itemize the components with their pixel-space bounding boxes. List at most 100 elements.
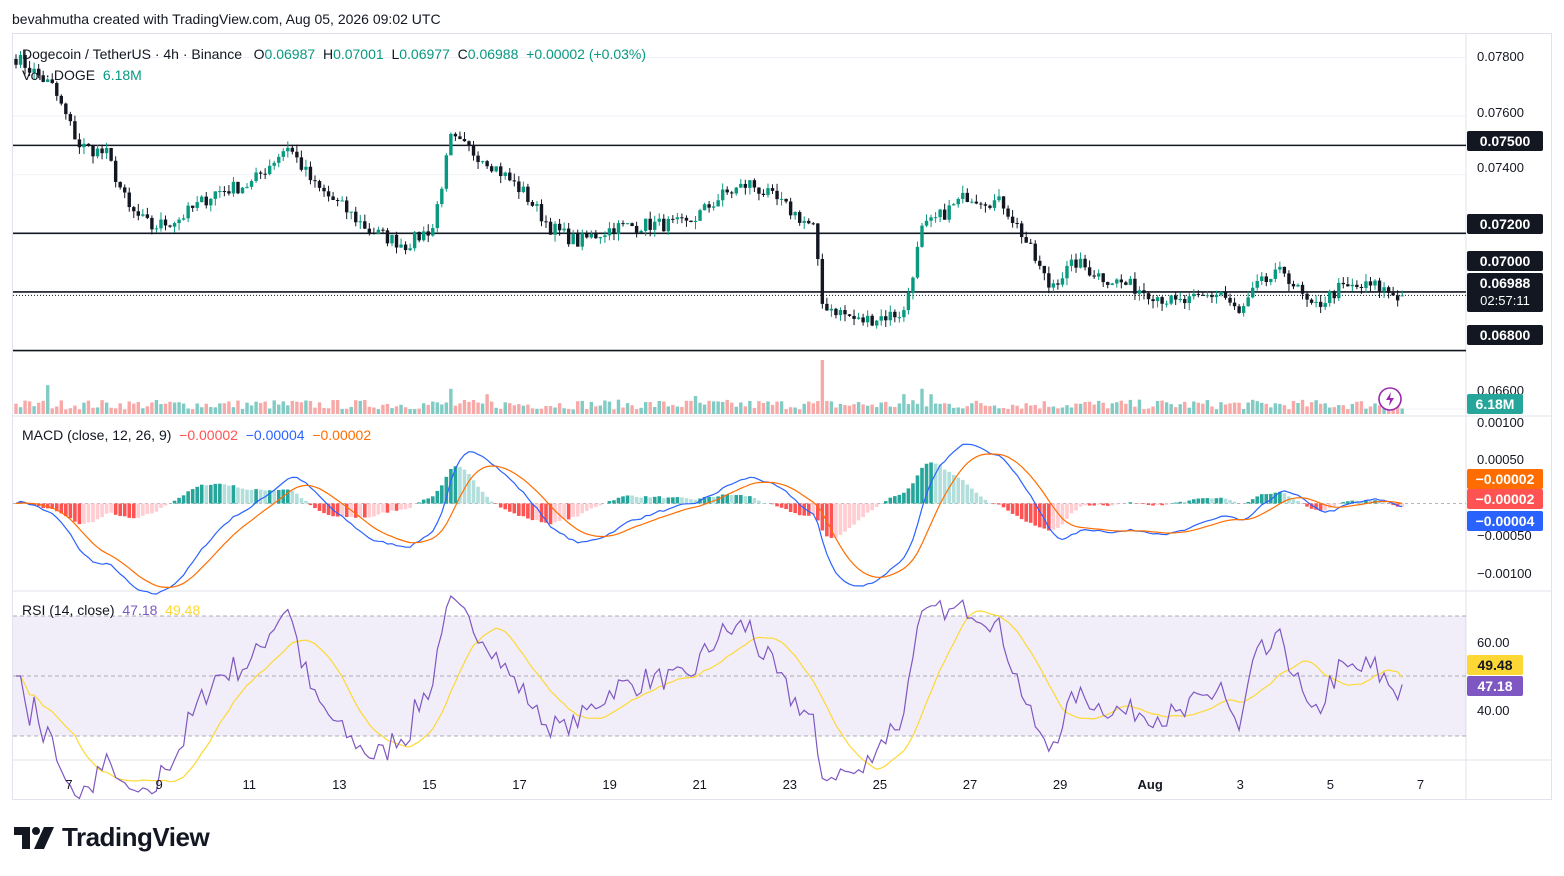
volume-bar bbox=[535, 408, 539, 414]
macd-histogram-bar bbox=[54, 503, 59, 512]
macd-histogram-bar bbox=[1196, 498, 1201, 504]
volume-bar bbox=[1264, 403, 1268, 414]
time-tick-label: 29 bbox=[1053, 777, 1067, 792]
macd-legend-label[interactable]: MACD (close, 12, 26, 9) bbox=[22, 427, 172, 443]
candle-body bbox=[385, 230, 390, 244]
candle-body bbox=[865, 315, 870, 323]
macd-histogram-bar bbox=[1323, 503, 1327, 511]
volume-bar bbox=[1287, 409, 1291, 414]
macd-histogram-bar bbox=[326, 503, 331, 515]
candle-body bbox=[788, 201, 793, 216]
symbol-label[interactable]: Dogecoin / TetherUS · 4h · Binance bbox=[22, 46, 242, 62]
candle-body bbox=[145, 214, 150, 218]
rsi-legend-label[interactable]: RSI (14, close) bbox=[22, 602, 115, 618]
macd-histogram-bar bbox=[589, 503, 594, 509]
volume-bar bbox=[875, 407, 879, 414]
macd-histogram-bar bbox=[517, 503, 521, 516]
macd-histogram-bar bbox=[634, 496, 639, 504]
candle-body bbox=[73, 121, 77, 140]
candle-body bbox=[657, 218, 661, 222]
candle-body bbox=[181, 218, 186, 220]
candle-body bbox=[272, 162, 276, 166]
volume-bar bbox=[1124, 403, 1128, 414]
candle-body bbox=[707, 204, 711, 208]
time-tick-label: 7 bbox=[1417, 777, 1424, 792]
volume-bar bbox=[349, 406, 353, 414]
candle-body bbox=[1124, 282, 1128, 285]
macd-histogram-bar bbox=[208, 484, 213, 504]
candle-body bbox=[1078, 258, 1083, 268]
macd-histogram-bar bbox=[1187, 500, 1192, 504]
candle-body bbox=[231, 181, 236, 194]
volume-bar bbox=[1291, 400, 1296, 414]
candle-body bbox=[222, 191, 227, 193]
macd-histogram-bar bbox=[888, 497, 893, 504]
volume-bar bbox=[322, 407, 326, 414]
candle-body bbox=[485, 161, 489, 167]
candle-body bbox=[258, 172, 263, 174]
volume-bar bbox=[970, 403, 974, 414]
candle-body bbox=[82, 143, 86, 148]
candle-body bbox=[1278, 266, 1282, 270]
volume-bar bbox=[449, 388, 453, 414]
volume-legend-label[interactable]: Vol · DOGE bbox=[22, 67, 96, 83]
candle-body bbox=[761, 193, 766, 196]
volume-bar bbox=[852, 404, 856, 414]
macd-histogram-bar bbox=[1164, 503, 1169, 506]
tradingview-logo[interactable]: TradingView bbox=[14, 822, 210, 853]
volume-bar bbox=[367, 406, 372, 414]
macd-histogram-bar bbox=[304, 500, 308, 504]
volume-bar bbox=[444, 402, 449, 414]
candle-body bbox=[263, 173, 267, 175]
volume-bar bbox=[775, 401, 779, 414]
macd-histogram-bar bbox=[625, 495, 630, 504]
macd-histogram-bar bbox=[906, 488, 911, 504]
time-tick-label: 7 bbox=[65, 777, 72, 792]
macd-histogram-bar bbox=[95, 503, 100, 520]
volume-bar bbox=[471, 399, 476, 414]
last-price-badge: 0.06988 02:57:11 bbox=[1467, 273, 1543, 312]
candle-body bbox=[1359, 286, 1364, 288]
candle-body bbox=[902, 310, 906, 318]
time-tick-label: 19 bbox=[602, 777, 616, 792]
candle-body bbox=[308, 166, 313, 181]
macd-histogram-bar bbox=[267, 490, 272, 504]
macd-histogram-bar bbox=[521, 503, 526, 517]
volume-bar bbox=[752, 407, 757, 414]
macd-histogram-bar bbox=[1114, 503, 1119, 505]
candle-body bbox=[213, 191, 218, 199]
volume-bar bbox=[231, 407, 236, 414]
candle-body bbox=[123, 187, 127, 193]
macd-histogram-bar bbox=[444, 476, 449, 504]
volume-bar bbox=[1214, 409, 1219, 414]
volume-bar bbox=[181, 403, 186, 414]
candle-body bbox=[897, 317, 902, 319]
candle-body bbox=[730, 192, 734, 194]
candle-body bbox=[1029, 242, 1033, 244]
candle-body bbox=[893, 311, 897, 318]
volume-bar bbox=[1115, 402, 1119, 414]
macd-histogram-bar bbox=[779, 503, 784, 508]
candle-body bbox=[403, 244, 408, 251]
volume-bar bbox=[177, 402, 181, 414]
volume-bar bbox=[489, 401, 494, 414]
macd-histogram-bar bbox=[163, 503, 168, 506]
macd-histogram-bar bbox=[621, 496, 625, 504]
candle-body bbox=[363, 221, 367, 229]
volume-bar bbox=[195, 403, 199, 414]
macd-histogram-bar bbox=[775, 503, 779, 507]
candle-body bbox=[95, 148, 100, 157]
macd-hist-badge: −0.00002 bbox=[1467, 469, 1543, 489]
macd-histogram-bar bbox=[430, 496, 435, 504]
macd-histogram-bar bbox=[385, 503, 390, 513]
volume-bar bbox=[403, 407, 408, 414]
candle-body bbox=[1115, 279, 1119, 284]
volume-bar bbox=[222, 403, 227, 414]
macd-histogram-bar bbox=[997, 503, 1001, 505]
macd-histogram-bar bbox=[136, 503, 141, 518]
macd-histogram-bar bbox=[1201, 498, 1205, 504]
volume-bar bbox=[1146, 408, 1151, 414]
volume-bar bbox=[32, 406, 36, 414]
volume-bar bbox=[73, 405, 77, 414]
